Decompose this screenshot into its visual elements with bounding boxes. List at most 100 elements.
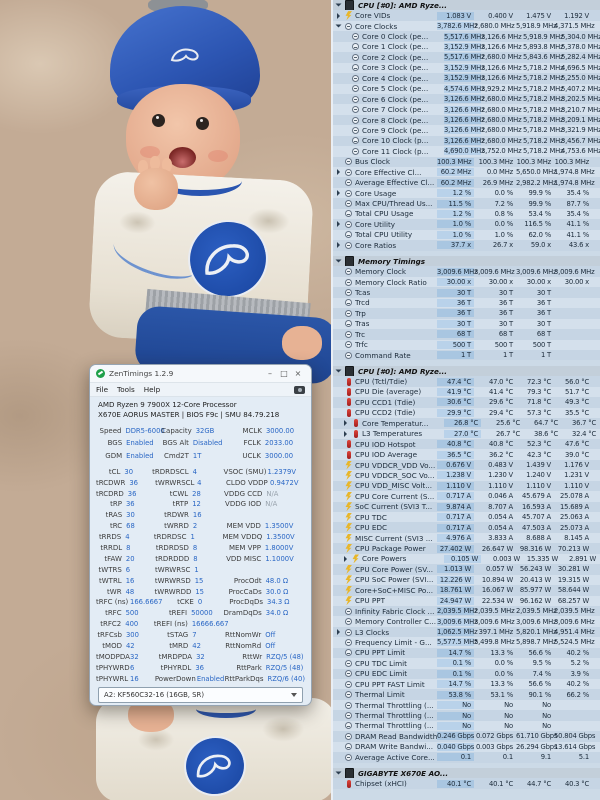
chevron-right-icon[interactable] bbox=[336, 629, 340, 636]
sensor-row[interactable]: Core 4 Clock (pe... 3,152.9 MHz 3,126.6 MH… bbox=[333, 73, 600, 84]
dimm-selector-dropdown[interactable]: A2: KF560C32-16 (16GB, SR) bbox=[98, 687, 303, 704]
sensor-row[interactable]: Average Active Core... 0.1 0.1 9.1 5.1 bbox=[333, 752, 600, 763]
sensor-row[interactable]: Tcas 30 T 30 T 30 T bbox=[333, 287, 600, 298]
sensor-row[interactable]: CPU PPT 24.947 W 22.534 W 96.162 W 68.257 W bbox=[333, 595, 600, 606]
sensor-row[interactable]: Core Utility 1.0 % 0.0 % 116.5 % 41.1 % bbox=[333, 219, 600, 230]
sensor-row[interactable]: Trcd 36 T 36 T 36 T bbox=[333, 297, 600, 309]
row-expand-gutter[interactable] bbox=[333, 221, 343, 228]
maximize-button[interactable]: □ bbox=[280, 368, 288, 378]
chevron-right-icon[interactable] bbox=[336, 242, 340, 249]
sensor-row[interactable]: CPU Die (average) 41.9 °C 41.4 °C 79.3 °C 51… bbox=[333, 386, 600, 398]
chevron-down-icon[interactable] bbox=[335, 24, 341, 28]
row-expand-gutter[interactable] bbox=[333, 629, 343, 636]
sensor-row[interactable]: Trp 36 T 36 T 36 T bbox=[333, 308, 600, 319]
sensor-row[interactable]: Trfc 500 T 500 T 500 T bbox=[333, 339, 600, 350]
chevron-right-icon[interactable] bbox=[336, 169, 340, 176]
sensor-section-header[interactable]: GIGABYTE X670E AO... bbox=[333, 768, 600, 779]
sensor-row[interactable]: Memory Clock 3,009.6 MHz 3,009.6 MHz 3,009.… bbox=[333, 266, 600, 277]
sensor-row[interactable]: CPU CCD1 (Tdie) 30.6 °C 29.6 °C 71.8 °C 49.3… bbox=[333, 397, 600, 408]
sensor-row[interactable]: Trc 68 T 68 T 68 T bbox=[333, 329, 600, 340]
sensor-row[interactable]: Core Ratios 37.7 x 26.7 x 59.0 x 43.6 x bbox=[333, 240, 600, 251]
sensor-row[interactable]: CPU Package Power 27.402 W 26.647 W 98.316 … bbox=[333, 543, 600, 554]
close-button[interactable]: × bbox=[294, 368, 302, 378]
sensor-row[interactable]: Core 1 Clock (pe... 3,152.9 MHz 3,126.6 MH… bbox=[333, 41, 600, 53]
minimize-button[interactable]: – bbox=[268, 368, 272, 378]
chevron-right-icon[interactable] bbox=[343, 555, 347, 562]
section-collapse-gutter[interactable] bbox=[333, 2, 343, 8]
sensor-row[interactable]: CPU TDC 0.717 A 0.054 A 45.707 A 25.063 A bbox=[333, 512, 600, 523]
sensor-section-header[interactable]: CPU [#0]: AMD Ryze... bbox=[333, 0, 600, 11]
hwinfo-sensor-panel[interactable]: CPU [#0]: AMD Ryze... Core VIDs 1.083 V 0.4… bbox=[331, 0, 600, 800]
sensor-row[interactable]: Tras 30 T 30 T 30 T bbox=[333, 318, 600, 330]
row-expand-gutter[interactable] bbox=[333, 169, 343, 176]
sensor-row[interactable]: CPU Core Power (SV... 1.013 W 0.057 W 56.24… bbox=[333, 564, 600, 575]
section-collapse-gutter[interactable] bbox=[333, 770, 343, 776]
sensor-row[interactable]: Average Effective Cl... 60.2 MHz 26.9 MHz 2… bbox=[333, 177, 600, 188]
sensor-row[interactable]: Bus Clock 100.3 MHz 100.3 MHz 100.3 MHz 100.… bbox=[333, 156, 600, 167]
chevron-down-icon[interactable] bbox=[335, 259, 341, 263]
sensor-row[interactable]: Core Temperatur... 26.8 °C 25.6 °C 64.7 °C 3… bbox=[333, 418, 600, 429]
sensor-row[interactable]: Core Usage 1.2 % 0.0 % 99.9 % 35.4 % bbox=[333, 187, 600, 199]
row-expand-gutter[interactable] bbox=[340, 420, 350, 427]
section-collapse-gutter[interactable] bbox=[333, 258, 343, 264]
section-collapse-gutter[interactable] bbox=[333, 368, 343, 374]
sensor-row[interactable]: Core 2 Clock (pe... 5,517.6 MHz 2,680.0 MH… bbox=[333, 52, 600, 63]
sensor-row[interactable]: Core 5 Clock (pe... 4,574.6 MHz 3,929.2 MH… bbox=[333, 83, 600, 94]
sensor-row[interactable]: Core Powers 0.105 W 0.003 W 15.335 W 2.891 W bbox=[333, 553, 600, 565]
sensor-row[interactable]: CPU IOD Hotspot 40.8 °C 40.8 °C 52.3 °C 47.6… bbox=[333, 438, 600, 450]
chevron-down-icon[interactable] bbox=[335, 771, 341, 775]
sensor-row[interactable]: CPU PPT Limit 14.7 % 13.3 % 56.6 % 40.2 % bbox=[333, 647, 600, 659]
sensor-row[interactable]: Core 9 Clock (pe... 3,126.6 MHz 2,680.0 MH… bbox=[333, 125, 600, 136]
sensor-row[interactable]: Core 11 Clock (p... 4,690.0 MHz 3,752.0 MH… bbox=[333, 146, 600, 157]
sensor-row[interactable]: CPU IOD Average 36.5 °C 36.2 °C 42.3 °C 39.0… bbox=[333, 449, 600, 460]
zentimings-titlebar[interactable]: ZenTimings 1.2.9 – □ × bbox=[90, 365, 311, 383]
row-expand-gutter[interactable] bbox=[333, 23, 343, 29]
menu-tools[interactable]: Tools bbox=[117, 385, 135, 394]
sensor-row[interactable]: MISC Current (SVI3 ... 4.976 A 3.833 A 8.68… bbox=[333, 532, 600, 544]
menu-help[interactable]: Help bbox=[143, 385, 161, 394]
sensor-row[interactable]: Total CPU Usage 1.2 % 0.8 % 53.4 % 35.4 % bbox=[333, 208, 600, 220]
sensor-row[interactable]: CPU CCD2 (Tdie) 29.9 °C 29.4 °C 57.3 °C 35.5… bbox=[333, 407, 600, 419]
sensor-row[interactable]: Core VIDs 1.083 V 0.400 V 1.475 V 1.192 V bbox=[333, 10, 600, 21]
row-expand-gutter[interactable] bbox=[340, 555, 350, 562]
sensor-row[interactable]: CPU EDC Limit 0.1 % 0.0 % 7.4 % 3.9 % bbox=[333, 668, 600, 679]
sensor-row[interactable]: Core Clocks 3,782.6 MHz 2,680.0 MHz 5,918.9… bbox=[333, 20, 600, 32]
sensor-row[interactable]: CPU Core Current (S... 0.717 A 0.046 A 45.6… bbox=[333, 491, 600, 502]
sensor-row[interactable]: CPU VDDCR_SOC Vo... 1.238 V 1.230 V 1.240 V… bbox=[333, 470, 600, 481]
sensor-row[interactable]: Memory Controller C... 3,009.6 MHz 3,009.6… bbox=[333, 616, 600, 627]
sensor-row[interactable]: CPU (Tctl/Tdie) 47.4 °C 47.0 °C 72.3 °C 56.0… bbox=[333, 376, 600, 387]
sensor-row[interactable]: Core 8 Clock (pe... 3,126.6 MHz 2,680.0 MH… bbox=[333, 114, 600, 126]
sensor-row[interactable]: Max CPU/Thread Us... 11.5 % 7.2 % 99.9 % 87.… bbox=[333, 198, 600, 209]
sensor-section-header[interactable]: CPU [#0]: AMD Ryze... bbox=[333, 365, 600, 377]
chevron-down-icon[interactable] bbox=[335, 3, 341, 7]
sensor-row[interactable]: Core Effective Cl... 60.2 MHz 0.0 MHz 5,650… bbox=[333, 167, 600, 178]
sensor-row[interactable]: Command Rate 1 T 1 T 1 T bbox=[333, 349, 600, 361]
sensor-row[interactable]: Thermal Throttling (... No No No bbox=[333, 710, 600, 721]
sensor-row[interactable]: CPU TDC Limit 0.1 % 0.0 % 9.5 % 5.2 % bbox=[333, 658, 600, 669]
sensor-row[interactable]: Infinity Fabric Clock ... 2,039.5 MHz 2,03… bbox=[333, 605, 600, 617]
sensor-row[interactable]: Core 3 Clock (pe... 3,152.9 MHz 3,126.6 MH… bbox=[333, 62, 600, 74]
sensor-row[interactable]: Core 10 Clock (p... 3,126.6 MHz 2,680.0 MH… bbox=[333, 135, 600, 147]
sensor-row[interactable]: L3 Clocks 1,062.5 MHz 397.1 MHz 5,820.1 MHz… bbox=[333, 626, 600, 638]
sensor-row[interactable]: Core+SoC+MISC Po... 18.761 W 16.067 W 85.97… bbox=[333, 585, 600, 596]
sensor-row[interactable]: CPU SoC Power (SVI... 12.226 W 10.894 W 20.… bbox=[333, 574, 600, 586]
sensor-row[interactable]: Chipset (xHCI) 40.1 °C 40.1 °C 44.7 °C 40.3 … bbox=[333, 778, 600, 789]
sensor-row[interactable]: Thermal Throttling (... No No No bbox=[333, 699, 600, 711]
sensor-row[interactable]: Thermal Limit 53.8 % 53.1 % 90.1 % 66.2 % bbox=[333, 689, 600, 700]
sensor-section-header[interactable]: Memory Timings bbox=[333, 256, 600, 267]
sensor-row[interactable]: L3 Temperatures 27.0 °C 26.7 °C 38.6 °C 32.4… bbox=[333, 428, 600, 439]
sensor-row[interactable]: CPU VDD_MISC Volt... 1.110 V 1.110 V 1.110 … bbox=[333, 480, 600, 492]
row-expand-gutter[interactable] bbox=[333, 190, 343, 197]
sensor-row[interactable]: Core 7 Clock (pe... 3,126.6 MHz 2,680.0 MH… bbox=[333, 104, 600, 115]
chevron-right-icon[interactable] bbox=[336, 12, 340, 19]
screenshot-icon[interactable] bbox=[294, 385, 305, 394]
sensor-row[interactable]: CPU EDC 0.717 A 0.054 A 47.503 A 25.073 A bbox=[333, 522, 600, 533]
sensor-row[interactable]: Total CPU Utility 1.0 % 1.0 % 62.0 % 41.1 % bbox=[333, 229, 600, 241]
chevron-right-icon[interactable] bbox=[336, 190, 340, 197]
sensor-row[interactable]: CPU VDDCR_VDD Vo... 0.676 V 0.483 V 1.439 V… bbox=[333, 459, 600, 471]
zentimings-window[interactable]: ZenTimings 1.2.9 – □ × File Tools Help A… bbox=[89, 364, 312, 706]
chevron-right-icon[interactable] bbox=[343, 420, 347, 427]
sensor-row[interactable]: Thermal Throttling (... No No No bbox=[333, 720, 600, 732]
sensor-row[interactable]: DRAM Read Bandwidth 0.246 Gbps 0.072 Gbps 6… bbox=[333, 731, 600, 742]
sensor-row[interactable]: SoC Current (SVI3 T... 9.874 A 8.707 A 16.5… bbox=[333, 501, 600, 512]
